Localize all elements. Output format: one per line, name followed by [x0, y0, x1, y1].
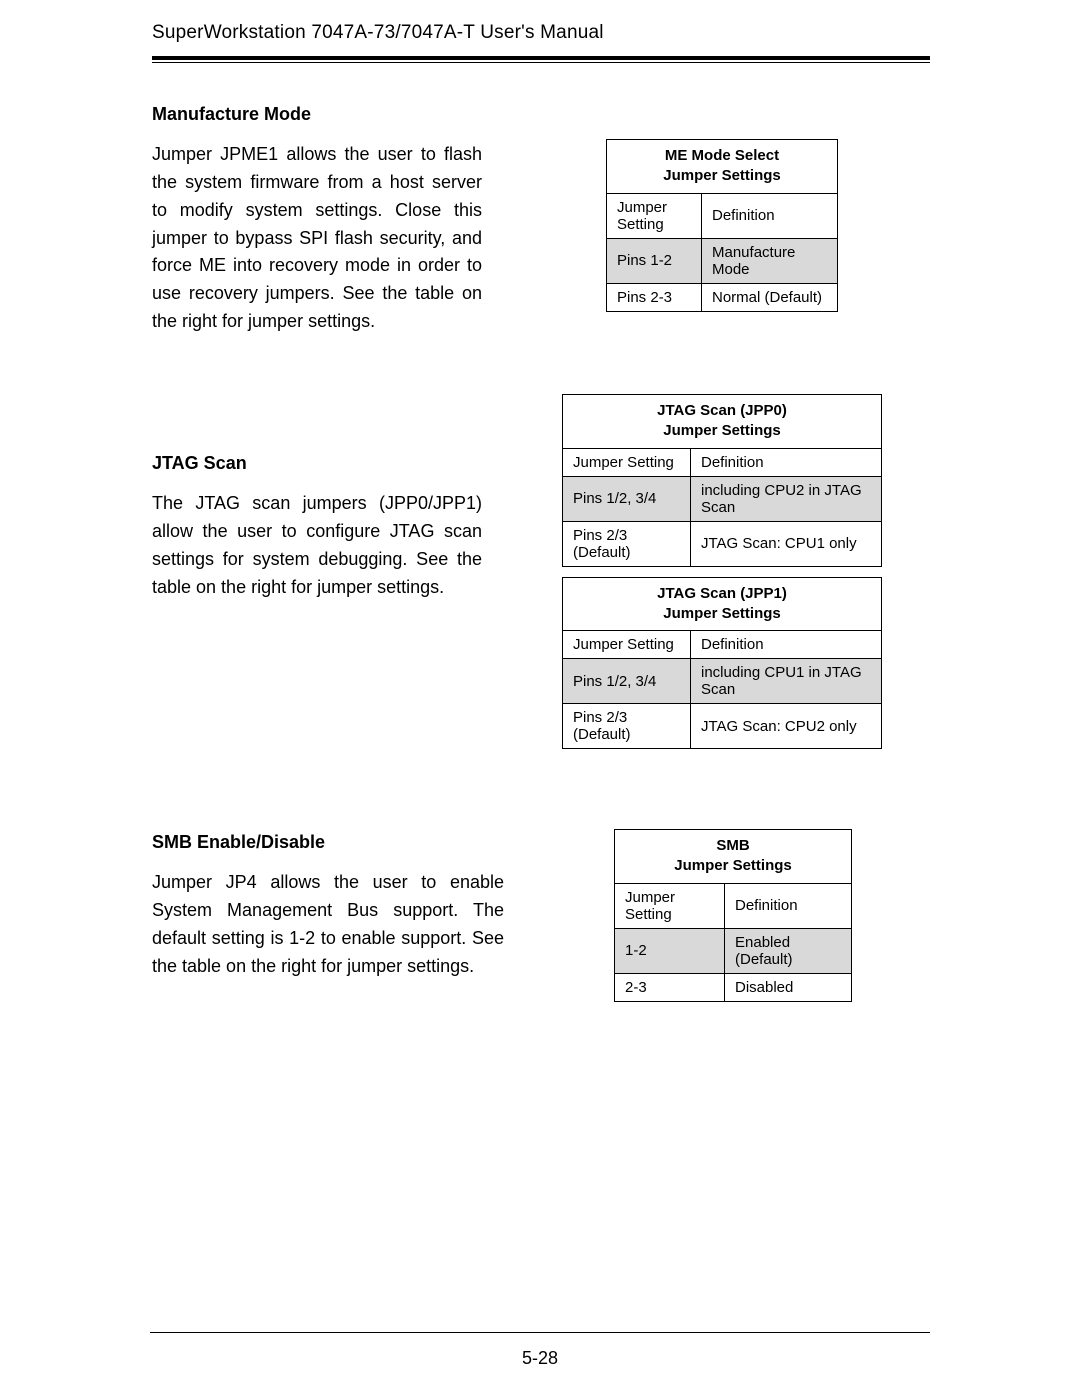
table-col: JTAG Scan (JPP0) Jumper Settings Jumper … — [514, 394, 930, 749]
section-smb: SMB Enable/Disable Jumper JP4 allows the… — [152, 829, 930, 1002]
table-caption: JTAG Scan (JPP0) Jumper Settings — [563, 395, 882, 449]
cell: JTAG Scan: CPU1 only — [691, 521, 882, 566]
body-smb: Jumper JP4 allows the user to enable Sys… — [152, 869, 504, 981]
table-header-row: Jumper Setting Definition — [615, 883, 852, 928]
table-row: 1-2 Enabled (Default) — [615, 928, 852, 973]
cell: including CPU1 in JTAG Scan — [691, 659, 882, 704]
col-header: Jumper Setting — [615, 883, 725, 928]
cell: Pins 1/2, 3/4 — [563, 476, 691, 521]
table-header-row: Jumper Setting Definition — [607, 193, 838, 238]
caption-line: Jumper Settings — [663, 167, 781, 184]
table-row: Pins 1/2, 3/4 including CPU2 in JTAG Sca… — [563, 476, 882, 521]
col-header: Jumper Setting — [563, 631, 691, 659]
section-manufacture: Manufacture Mode Jumper JPME1 allows the… — [152, 101, 930, 336]
table-col: SMB Jumper Settings Jumper Setting Defin… — [536, 829, 930, 1002]
table-me-mode: ME Mode Select Jumper Settings Jumper Se… — [606, 139, 838, 312]
cell: Enabled (Default) — [725, 928, 852, 973]
cell: Pins 1/2, 3/4 — [563, 659, 691, 704]
cell: Pins 1-2 — [607, 238, 702, 283]
table-header-row: Jumper Setting Definition — [563, 448, 882, 476]
page-header-title: SuperWorkstation 7047A-73/7047A-T User's… — [152, 22, 930, 56]
col-header: Definition — [691, 448, 882, 476]
caption-line: Jumper Settings — [674, 857, 792, 874]
table-caption: JTAG Scan (JPP1) Jumper Settings — [563, 577, 882, 631]
caption-line: Jumper Settings — [663, 422, 781, 439]
table-row: Pins 2-3 Normal (Default) — [607, 283, 838, 311]
cell: Pins 2/3 (Default) — [563, 521, 691, 566]
cell: Pins 2-3 — [607, 283, 702, 311]
page: SuperWorkstation 7047A-73/7047A-T User's… — [0, 0, 1080, 1002]
col-header: Definition — [702, 193, 838, 238]
section-text: SMB Enable/Disable Jumper JP4 allows the… — [152, 829, 504, 1002]
section-text: Manufacture Mode Jumper JPME1 allows the… — [152, 101, 482, 336]
jtag-tables: JTAG Scan (JPP0) Jumper Settings Jumper … — [562, 394, 882, 749]
section-text: JTAG Scan The JTAG scan jumpers (JPP0/JP… — [152, 394, 482, 749]
table-row: Pins 1/2, 3/4 including CPU1 in JTAG Sca… — [563, 659, 882, 704]
cell: 1-2 — [615, 928, 725, 973]
table-col: ME Mode Select Jumper Settings Jumper Se… — [514, 101, 930, 336]
cell: Manufacture Mode — [702, 238, 838, 283]
table-row: 2-3 Disabled — [615, 973, 852, 1001]
page-number: 5-28 — [0, 1348, 1080, 1369]
col-header: Definition — [725, 883, 852, 928]
col-header: Jumper Setting — [607, 193, 702, 238]
body-jtag: The JTAG scan jumpers (JPP0/JPP1) allow … — [152, 490, 482, 602]
cell: 2-3 — [615, 973, 725, 1001]
subheading-smb: SMB Enable/Disable — [152, 829, 504, 857]
cell: Disabled — [725, 973, 852, 1001]
footer-rule — [150, 1332, 930, 1333]
section-jtag: JTAG Scan The JTAG scan jumpers (JPP0/JP… — [152, 394, 930, 749]
subheading-manufacture: Manufacture Mode — [152, 101, 482, 129]
subheading-jtag: JTAG Scan — [152, 450, 482, 478]
caption-line: SMB — [716, 837, 749, 854]
caption-line: JTAG Scan (JPP1) — [657, 585, 787, 602]
caption-line: Jumper Settings — [663, 605, 781, 622]
col-header: Jumper Setting — [563, 448, 691, 476]
caption-line: ME Mode Select — [665, 147, 779, 164]
cell: including CPU2 in JTAG Scan — [691, 476, 882, 521]
caption-line: JTAG Scan (JPP0) — [657, 402, 787, 419]
body-manufacture: Jumper JPME1 allows the user to flash th… — [152, 141, 482, 336]
table-caption: SMB Jumper Settings — [615, 830, 852, 884]
table-smb: SMB Jumper Settings Jumper Setting Defin… — [614, 829, 852, 1002]
table-row: Pins 1-2 Manufacture Mode — [607, 238, 838, 283]
table-header-row: Jumper Setting Definition — [563, 631, 882, 659]
col-header: Definition — [691, 631, 882, 659]
table-row: Pins 2/3 (Default) JTAG Scan: CPU1 only — [563, 521, 882, 566]
header-rule — [152, 56, 930, 63]
table-row: Pins 2/3 (Default) JTAG Scan: CPU2 only — [563, 704, 882, 749]
table-jtag-jpp1: JTAG Scan (JPP1) Jumper Settings Jumper … — [562, 577, 882, 750]
cell: Normal (Default) — [702, 283, 838, 311]
table-jtag-jpp0: JTAG Scan (JPP0) Jumper Settings Jumper … — [562, 394, 882, 567]
cell: JTAG Scan: CPU2 only — [691, 704, 882, 749]
table-caption: ME Mode Select Jumper Settings — [607, 140, 838, 194]
cell: Pins 2/3 (Default) — [563, 704, 691, 749]
